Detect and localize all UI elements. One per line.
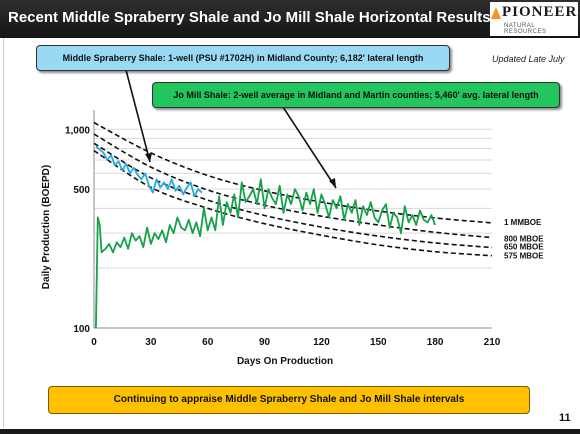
series-line	[95, 178, 436, 329]
header-bar: Recent Middle Spraberry Shale and Jo Mil…	[0, 0, 580, 38]
y-axis-title: Daily Production (BOEPD)	[41, 165, 52, 289]
callout-jo-mill: Jo Mill Shale: 2-well average in Midland…	[152, 82, 560, 108]
type-curve-line	[93, 121, 493, 224]
type-curve-label: 800 MBOE	[504, 235, 544, 244]
callout-middle-spraberry: Middle Spraberry Shale: 1-well (PSU #170…	[36, 45, 450, 71]
type-curve-line	[93, 150, 493, 257]
company-logo: PIONEER NATURAL RESOURCES	[490, 2, 578, 36]
type-curve-label: 575 MBOE	[504, 252, 544, 261]
summary-banner: Continuing to appraise Middle Spraberry …	[48, 386, 530, 414]
callout-pointer-blue	[125, 69, 151, 163]
logo-name: PIONEER	[502, 4, 578, 20]
y-tick-label: 500	[73, 185, 90, 196]
type-curve-line	[93, 142, 493, 249]
y-tick-label: 1,000	[65, 125, 90, 136]
x-tick-label: 150	[370, 337, 387, 348]
x-tick-label: 90	[259, 337, 271, 348]
page-number: 11	[559, 412, 571, 424]
logo-mark-icon	[491, 7, 501, 19]
type-curve-line	[93, 133, 493, 239]
series-line	[95, 145, 203, 198]
logo-subtitle: NATURAL RESOURCES	[504, 23, 547, 35]
left-divider	[3, 38, 4, 428]
x-tick-label: 120	[313, 337, 330, 348]
page-title: Recent Middle Spraberry Shale and Jo Mil…	[8, 9, 491, 26]
y-tick-label: 100	[73, 324, 90, 335]
x-tick-label: 180	[427, 337, 444, 348]
x-tick-label: 30	[145, 337, 157, 348]
x-tick-label: 0	[91, 337, 97, 348]
x-axis-title: Days On Production	[237, 356, 333, 367]
footer-bar	[0, 429, 580, 434]
x-tick-label: 210	[484, 337, 501, 348]
callout-pointer-green	[282, 106, 337, 189]
callout-arrowhead-blue	[145, 153, 152, 162]
type-curve-label: 1 MMBOE	[504, 218, 542, 227]
x-tick-label: 60	[202, 337, 214, 348]
type-curve-label: 650 MBOE	[504, 243, 544, 252]
updated-note: Updated Late July	[492, 54, 565, 64]
callout-arrowhead-green	[329, 178, 336, 188]
